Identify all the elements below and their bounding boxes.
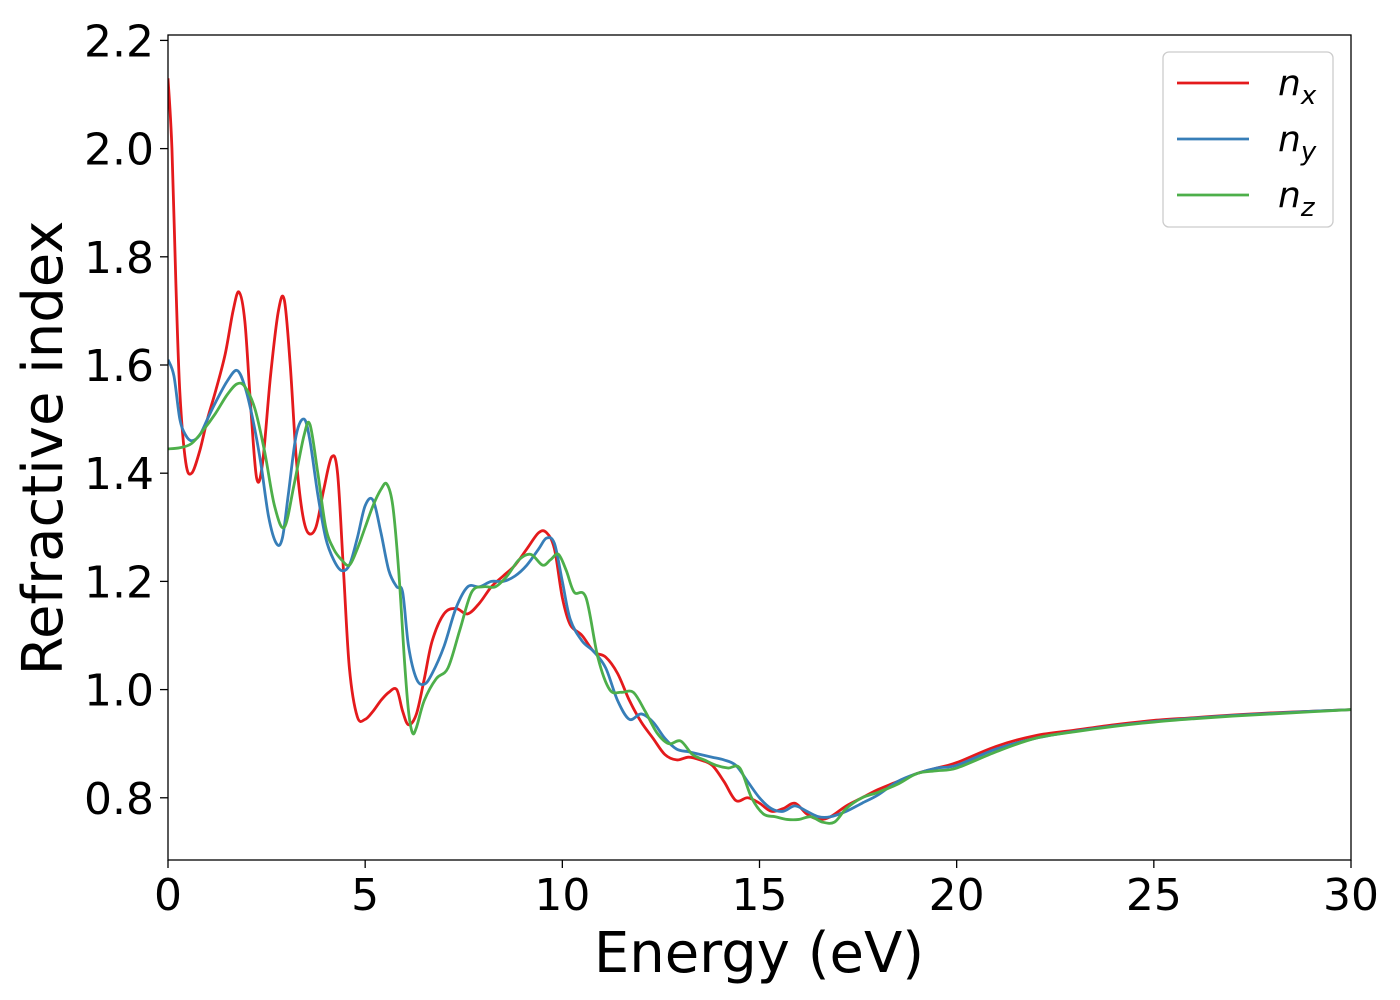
x-tick-label: 10 — [534, 870, 590, 921]
y-tick-label: 2.0 — [84, 125, 154, 176]
legend-label-y: ny — [1278, 119, 1317, 167]
x-tick-label: 15 — [732, 870, 788, 921]
y-tick-label: 1.6 — [84, 341, 154, 392]
x-tick-label: 20 — [929, 870, 985, 921]
x-tick-label: 30 — [1323, 870, 1379, 921]
y-tick-label: 1.4 — [84, 449, 154, 500]
y-tick-label: 1.0 — [84, 666, 154, 717]
y-tick-label: 1.2 — [84, 557, 154, 608]
legend: nx ny nz — [1162, 51, 1334, 228]
y-tick-label: 2.2 — [84, 16, 154, 67]
x-tick-label: 0 — [154, 870, 182, 921]
y-axis-label: Refractive index — [11, 221, 76, 676]
x-tick-label: 25 — [1126, 870, 1182, 921]
series-line-z — [168, 381, 1351, 825]
y-tick-label: 0.8 — [84, 774, 154, 825]
x-tick-label: 5 — [351, 870, 379, 921]
legend-label-z: nz — [1278, 175, 1316, 223]
ticks: 0 5 10 15 20 25 30 0.8 1.0 1.2 1.4 1.6 1.8 2.0 2.2 — [84, 16, 1379, 921]
x-axis-label: Energy (eV) — [594, 921, 924, 986]
y-tick-label: 1.8 — [84, 233, 154, 284]
legend-label-x: nx — [1278, 63, 1317, 111]
series-lines — [168, 78, 1351, 825]
